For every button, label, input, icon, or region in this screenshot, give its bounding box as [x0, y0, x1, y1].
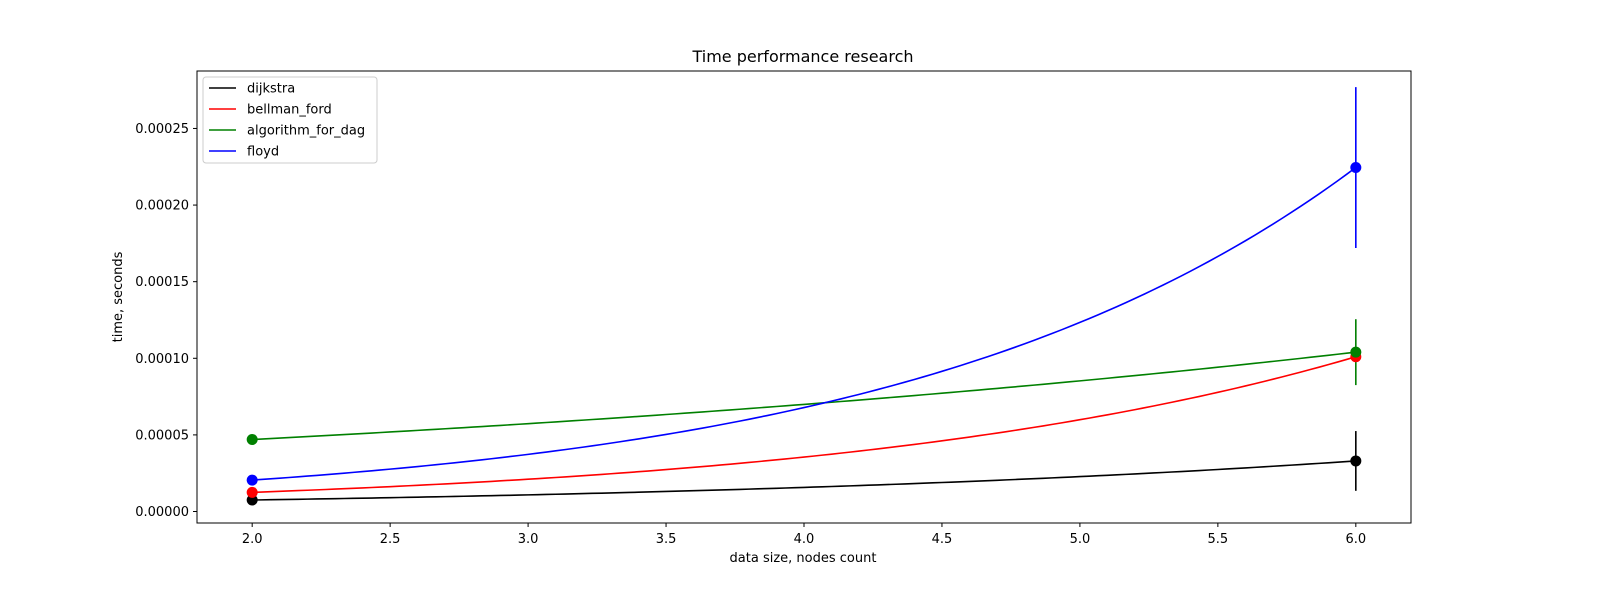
- y-tick-label: 0.00015: [135, 275, 189, 290]
- y-tick-label: 0.00000: [135, 505, 189, 520]
- x-tick-label: 4.0: [794, 532, 815, 547]
- data-point-floyd: [246, 474, 258, 486]
- y-tick-label: 0.00010: [135, 352, 189, 367]
- series-line-floyd: [252, 166, 1357, 481]
- data-point-bellman_ford: [246, 486, 258, 498]
- x-axis-label: data size, nodes count: [730, 551, 877, 566]
- legend-label-dijkstra: dijkstra: [247, 82, 295, 97]
- chart-title: Time performance research: [691, 47, 913, 66]
- x-tick-label: 3.0: [518, 532, 539, 547]
- legend-label-algorithm_for_dag: algorithm_for_dag: [247, 124, 365, 139]
- x-tick-label: 2.0: [242, 532, 263, 547]
- series-line-algorithm_for_dag: [252, 351, 1356, 441]
- x-tick-label: 3.5: [656, 532, 677, 547]
- plot-area: [246, 87, 1362, 506]
- legend-label-bellman_ford: bellman_ford: [247, 103, 332, 118]
- x-tick-label: 2.5: [380, 532, 401, 547]
- legend-label-floyd: floyd: [247, 145, 279, 160]
- y-tick-label: 0.00005: [135, 428, 189, 443]
- series-line-dijkstra: [252, 460, 1356, 501]
- legend-box: [202, 76, 378, 164]
- x-tick-label: 4.5: [932, 532, 953, 547]
- x-tick-label: 6.0: [1345, 532, 1366, 547]
- x-tick-label: 5.0: [1070, 532, 1091, 547]
- data-point-dijkstra: [246, 494, 258, 506]
- y-tick-label: 0.00020: [135, 199, 189, 214]
- legend: dijkstra bellman_ford algorithm_for_dagflo…: [202, 76, 378, 164]
- y-tick-label: 0.00025: [135, 122, 189, 137]
- series-line-bellman_ford: [252, 355, 1357, 494]
- data-point-floyd: [1350, 162, 1362, 174]
- x-tick-label: 5.5: [1208, 532, 1229, 547]
- data-point-dijkstra: [1350, 455, 1362, 467]
- data-point-algorithm_for_dag: [1350, 346, 1362, 358]
- data-point-algorithm_for_dag: [246, 433, 258, 445]
- y-axis-label: time, seconds: [111, 251, 126, 342]
